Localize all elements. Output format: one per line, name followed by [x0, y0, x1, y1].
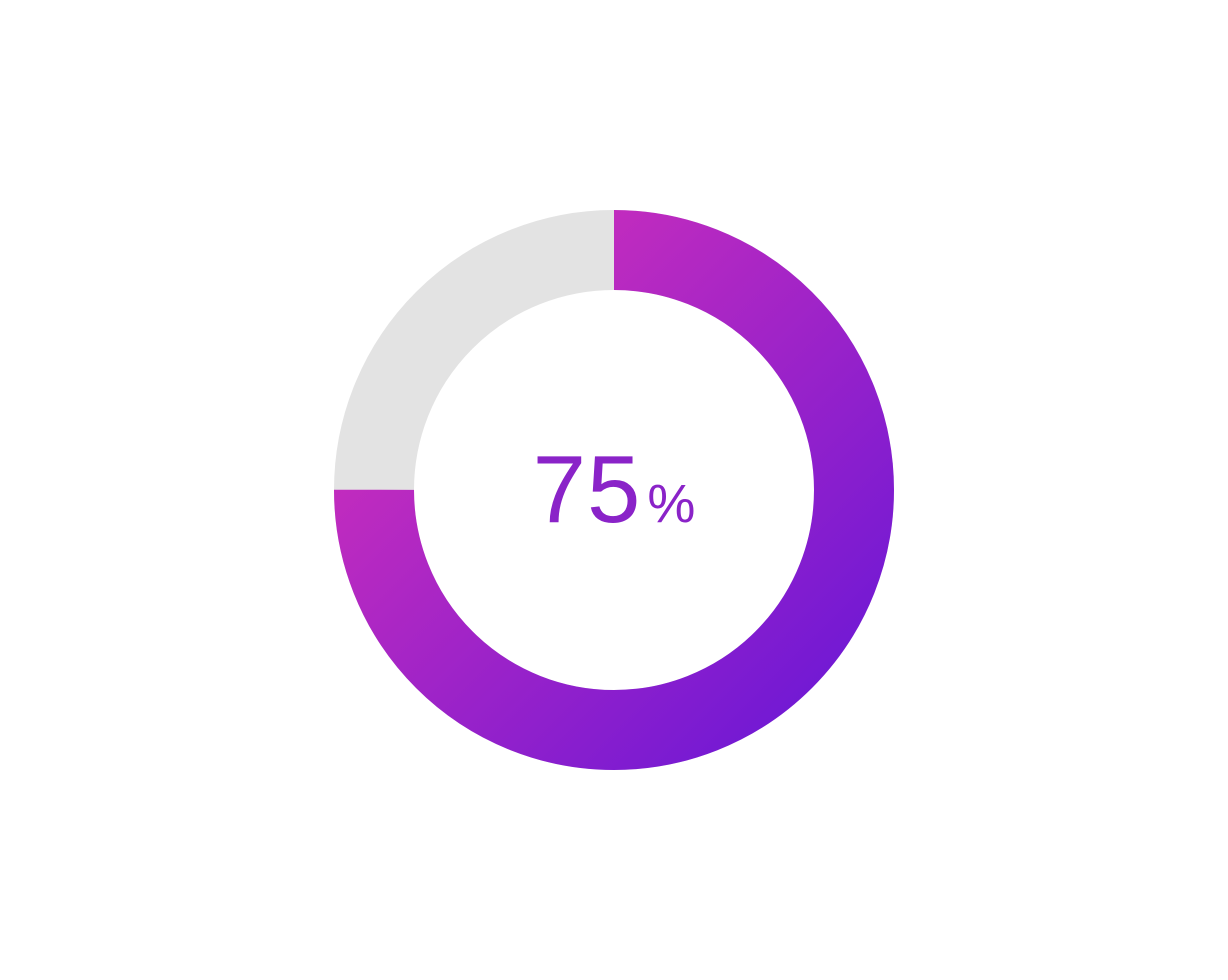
donut-center-label: 75 %: [533, 435, 696, 545]
donut-percent-sign: %: [647, 473, 695, 535]
donut-progress-chart: 75 %: [334, 210, 894, 770]
donut-value-text: 75: [533, 435, 642, 545]
